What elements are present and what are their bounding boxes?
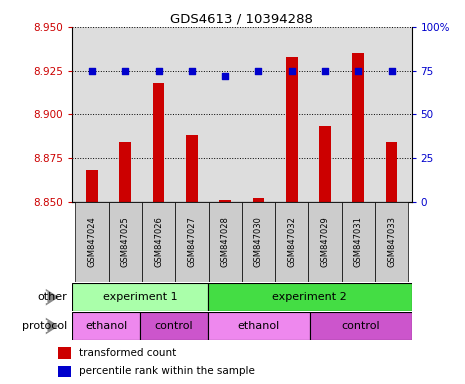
Point xyxy=(388,68,395,74)
Bar xyxy=(342,202,375,282)
Text: GSM847029: GSM847029 xyxy=(320,217,330,267)
Text: other: other xyxy=(38,292,67,302)
Bar xyxy=(58,366,71,377)
Bar xyxy=(242,202,275,282)
Point xyxy=(88,68,96,74)
Text: percentile rank within the sample: percentile rank within the sample xyxy=(79,366,255,376)
Point xyxy=(354,68,362,74)
Bar xyxy=(140,312,208,340)
Text: control: control xyxy=(341,321,380,331)
Point xyxy=(288,68,295,74)
Title: GDS4613 / 10394288: GDS4613 / 10394288 xyxy=(170,13,313,26)
Text: GSM847024: GSM847024 xyxy=(87,217,97,267)
Point xyxy=(255,68,262,74)
Text: ethanol: ethanol xyxy=(85,321,127,331)
FancyArrow shape xyxy=(46,318,59,334)
Text: GSM847031: GSM847031 xyxy=(354,217,363,267)
Bar xyxy=(310,312,412,340)
Bar xyxy=(86,170,98,202)
Bar xyxy=(72,312,140,340)
Bar xyxy=(175,202,208,282)
Bar xyxy=(186,135,198,202)
Bar xyxy=(153,83,165,202)
Bar xyxy=(252,198,264,202)
Text: experiment 2: experiment 2 xyxy=(272,292,347,302)
Bar xyxy=(109,202,142,282)
Bar xyxy=(375,202,408,282)
Bar xyxy=(75,202,109,282)
Text: GSM847027: GSM847027 xyxy=(187,217,196,267)
Bar xyxy=(208,283,412,311)
Bar xyxy=(208,202,242,282)
Point xyxy=(321,68,329,74)
Bar xyxy=(386,142,398,202)
Bar xyxy=(308,202,342,282)
Text: GSM847028: GSM847028 xyxy=(221,217,230,267)
Text: protocol: protocol xyxy=(22,321,67,331)
Point xyxy=(221,73,229,79)
Text: ethanol: ethanol xyxy=(238,321,280,331)
Text: GSM847032: GSM847032 xyxy=(287,217,296,267)
Point xyxy=(122,68,129,74)
Text: GSM847033: GSM847033 xyxy=(387,217,396,267)
Point xyxy=(188,68,196,74)
Bar xyxy=(58,347,71,359)
Bar xyxy=(72,283,208,311)
Bar xyxy=(286,56,298,202)
Text: GSM847025: GSM847025 xyxy=(121,217,130,267)
Bar xyxy=(120,142,131,202)
Bar xyxy=(142,202,175,282)
Text: GSM847026: GSM847026 xyxy=(154,217,163,267)
Bar xyxy=(208,312,310,340)
Text: experiment 1: experiment 1 xyxy=(103,292,177,302)
Text: control: control xyxy=(154,321,193,331)
Bar xyxy=(275,202,308,282)
Text: GSM847030: GSM847030 xyxy=(254,217,263,267)
Bar xyxy=(219,200,231,202)
Point xyxy=(155,68,162,74)
Text: transformed count: transformed count xyxy=(79,348,176,358)
Bar xyxy=(319,126,331,202)
Bar xyxy=(352,53,364,202)
FancyArrow shape xyxy=(46,289,59,306)
